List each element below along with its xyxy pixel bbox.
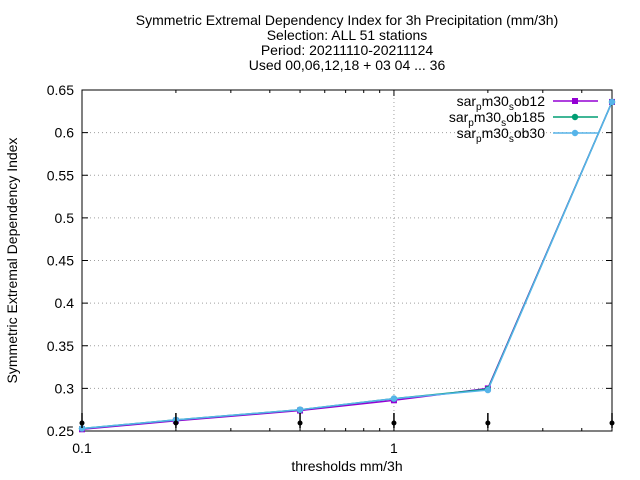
- title-line: Used 00,06,12,18 + 03 04 ... 36: [249, 57, 446, 73]
- y-tick-label: 0.3: [55, 380, 75, 396]
- y-axis-label: Symmetric Extremal Dependency Index: [4, 138, 20, 384]
- x-axis-label: thresholds mm/3h: [291, 458, 402, 474]
- series-sar_pm30_sob12: [79, 98, 615, 433]
- series: [78, 98, 616, 433]
- chart-title: Symmetric Extremal Dependency Index for …: [136, 12, 559, 73]
- data-point: [296, 406, 304, 413]
- baseline-dot: [297, 420, 303, 426]
- x-ticks: 0.1 1: [72, 90, 613, 456]
- x-tick-label: 1: [390, 440, 398, 456]
- y-tick-label: 0.5: [55, 210, 75, 226]
- series-sar_pm30_sob30: [78, 98, 616, 432]
- baseline-marks: [79, 413, 615, 428]
- y-tick-label: 0.55: [47, 167, 74, 183]
- baseline-dot: [79, 420, 85, 426]
- title-line: Symmetric Extremal Dependency Index for …: [136, 12, 559, 28]
- data-point: [390, 395, 398, 402]
- data-point: [572, 98, 578, 104]
- legend-label: sarpm30sob30: [457, 125, 546, 145]
- grid: [82, 90, 612, 431]
- baseline-dot: [173, 420, 179, 426]
- y-tick-label: 0.45: [47, 253, 74, 269]
- legend-label: sarpm30sob12: [457, 93, 546, 113]
- y-tick-label: 0.4: [55, 295, 75, 311]
- title-line: Period: 20211110-20211124: [261, 42, 434, 58]
- series-line: [81, 101, 613, 431]
- y-tick-label: 0.35: [47, 338, 74, 354]
- title-line: Selection: ALL 51 stations: [267, 27, 428, 43]
- baseline-dot: [391, 420, 397, 426]
- data-point: [78, 425, 86, 432]
- data-point: [571, 113, 579, 121]
- series-sar_pm30_sob185: [78, 98, 616, 432]
- data-point: [571, 129, 579, 137]
- y-ticks: 0.25 0.3 0.35 0.4 0.45 0.5 0.55 0.6 0.65: [47, 82, 612, 439]
- series-line: [81, 101, 613, 430]
- data-point: [484, 386, 492, 394]
- legend-label: sarpm30sob185: [449, 109, 545, 129]
- series-line: [81, 101, 613, 430]
- baseline-dot: [609, 420, 615, 426]
- y-tick-label: 0.6: [55, 125, 75, 141]
- baseline-dot: [485, 420, 491, 426]
- y-tick-label: 0.25: [47, 423, 74, 439]
- y-tick-label: 0.65: [47, 82, 74, 98]
- x-tick-label: 0.1: [72, 440, 92, 456]
- data-point: [608, 98, 616, 106]
